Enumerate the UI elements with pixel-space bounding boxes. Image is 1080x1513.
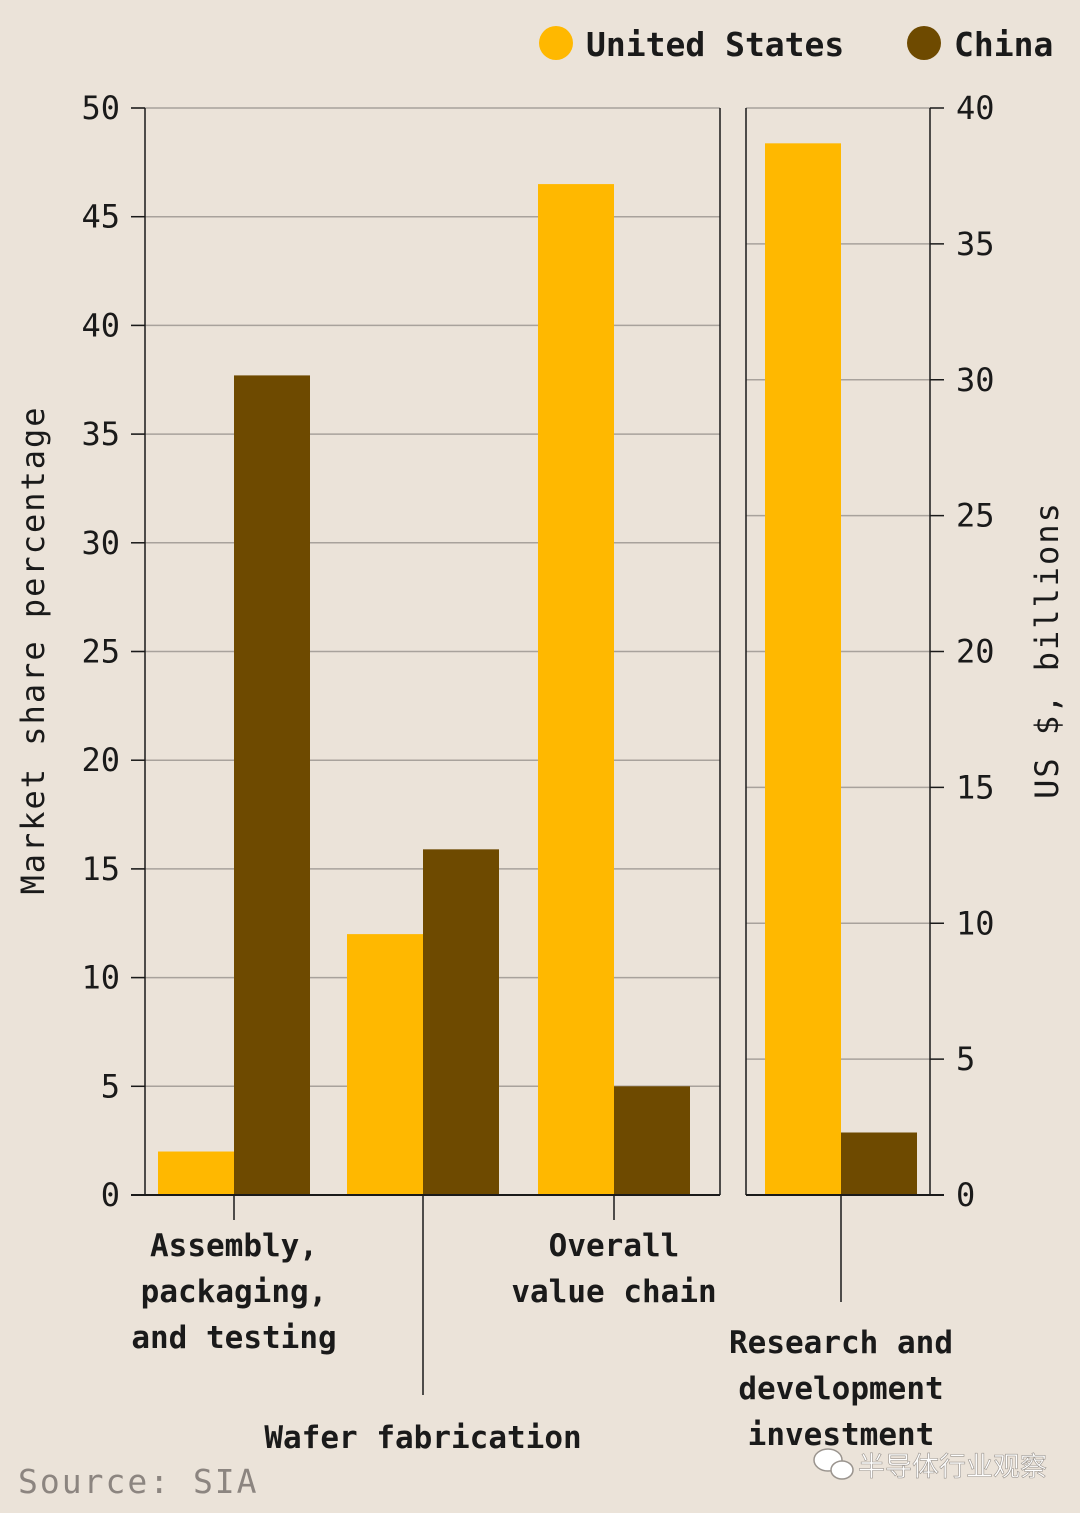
bar-china-1: [234, 375, 310, 1196]
legend-label-us: United States: [586, 25, 844, 64]
y-tick-label: 50: [81, 89, 120, 127]
bar-china-2: [423, 849, 499, 1195]
category-label: Overall value chain: [511, 1228, 716, 1310]
watermark: 半导体行业观察: [813, 1448, 1047, 1483]
legend-label-china: China: [954, 25, 1053, 64]
bar-us-2: [347, 934, 423, 1195]
y-axis-title-right: US $, billions: [1028, 501, 1066, 799]
y-tick-label: 25: [956, 497, 995, 535]
y-tick-label: 10: [81, 959, 120, 997]
y-tick-label: 25: [81, 633, 120, 671]
legend-swatch-us: [539, 26, 573, 60]
market-share-panel: 0 5 10 15 20 25 30 35 40 45 50 Assembly, packaging, a…: [81, 89, 721, 1456]
legend-swatch-china: [907, 26, 941, 60]
y-tick-label: 30: [956, 361, 995, 399]
y-tick-label: 35: [956, 225, 995, 263]
category-label: Assembly, packaging, and testing: [131, 1228, 336, 1356]
y-tick-label: 5: [956, 1040, 975, 1078]
y-tick-label: 45: [81, 198, 120, 236]
source-note: Source: SIA: [18, 1462, 259, 1501]
y-tick-label: 35: [81, 415, 120, 453]
y-tick-label: 5: [101, 1067, 120, 1105]
bar-china-3: [614, 1086, 690, 1195]
y-tick-label: 20: [956, 633, 995, 671]
wechat-icon: [813, 1448, 854, 1480]
y-tick-label: 0: [956, 1176, 975, 1214]
bar-us-1: [158, 1151, 234, 1195]
y-tick-label: 20: [81, 741, 120, 779]
category-label: Research and development investment: [729, 1325, 953, 1453]
watermark-text: 半导体行业观察: [858, 1452, 1047, 1483]
y-tick-label: 40: [81, 306, 120, 344]
bar-china-1: [841, 1132, 917, 1195]
y-tick-label: 15: [956, 768, 995, 806]
bar-us-1: [765, 143, 841, 1195]
legend: United States China: [539, 25, 1053, 64]
y-tick-label: 0: [101, 1176, 120, 1214]
y-tick-label: 15: [81, 850, 120, 888]
category-label: Wafer fabrication: [264, 1420, 581, 1456]
rd-investment-panel: 0 5 10 15 20 25 30 35 40 Research and development i…: [729, 89, 995, 1453]
y-tick-label: 30: [81, 524, 120, 562]
y-axis-title-left: Market share percentage: [14, 405, 52, 894]
bar-us-3: [538, 184, 614, 1196]
y-tick-label: 40: [956, 89, 995, 127]
y-tick-label: 10: [956, 904, 995, 942]
